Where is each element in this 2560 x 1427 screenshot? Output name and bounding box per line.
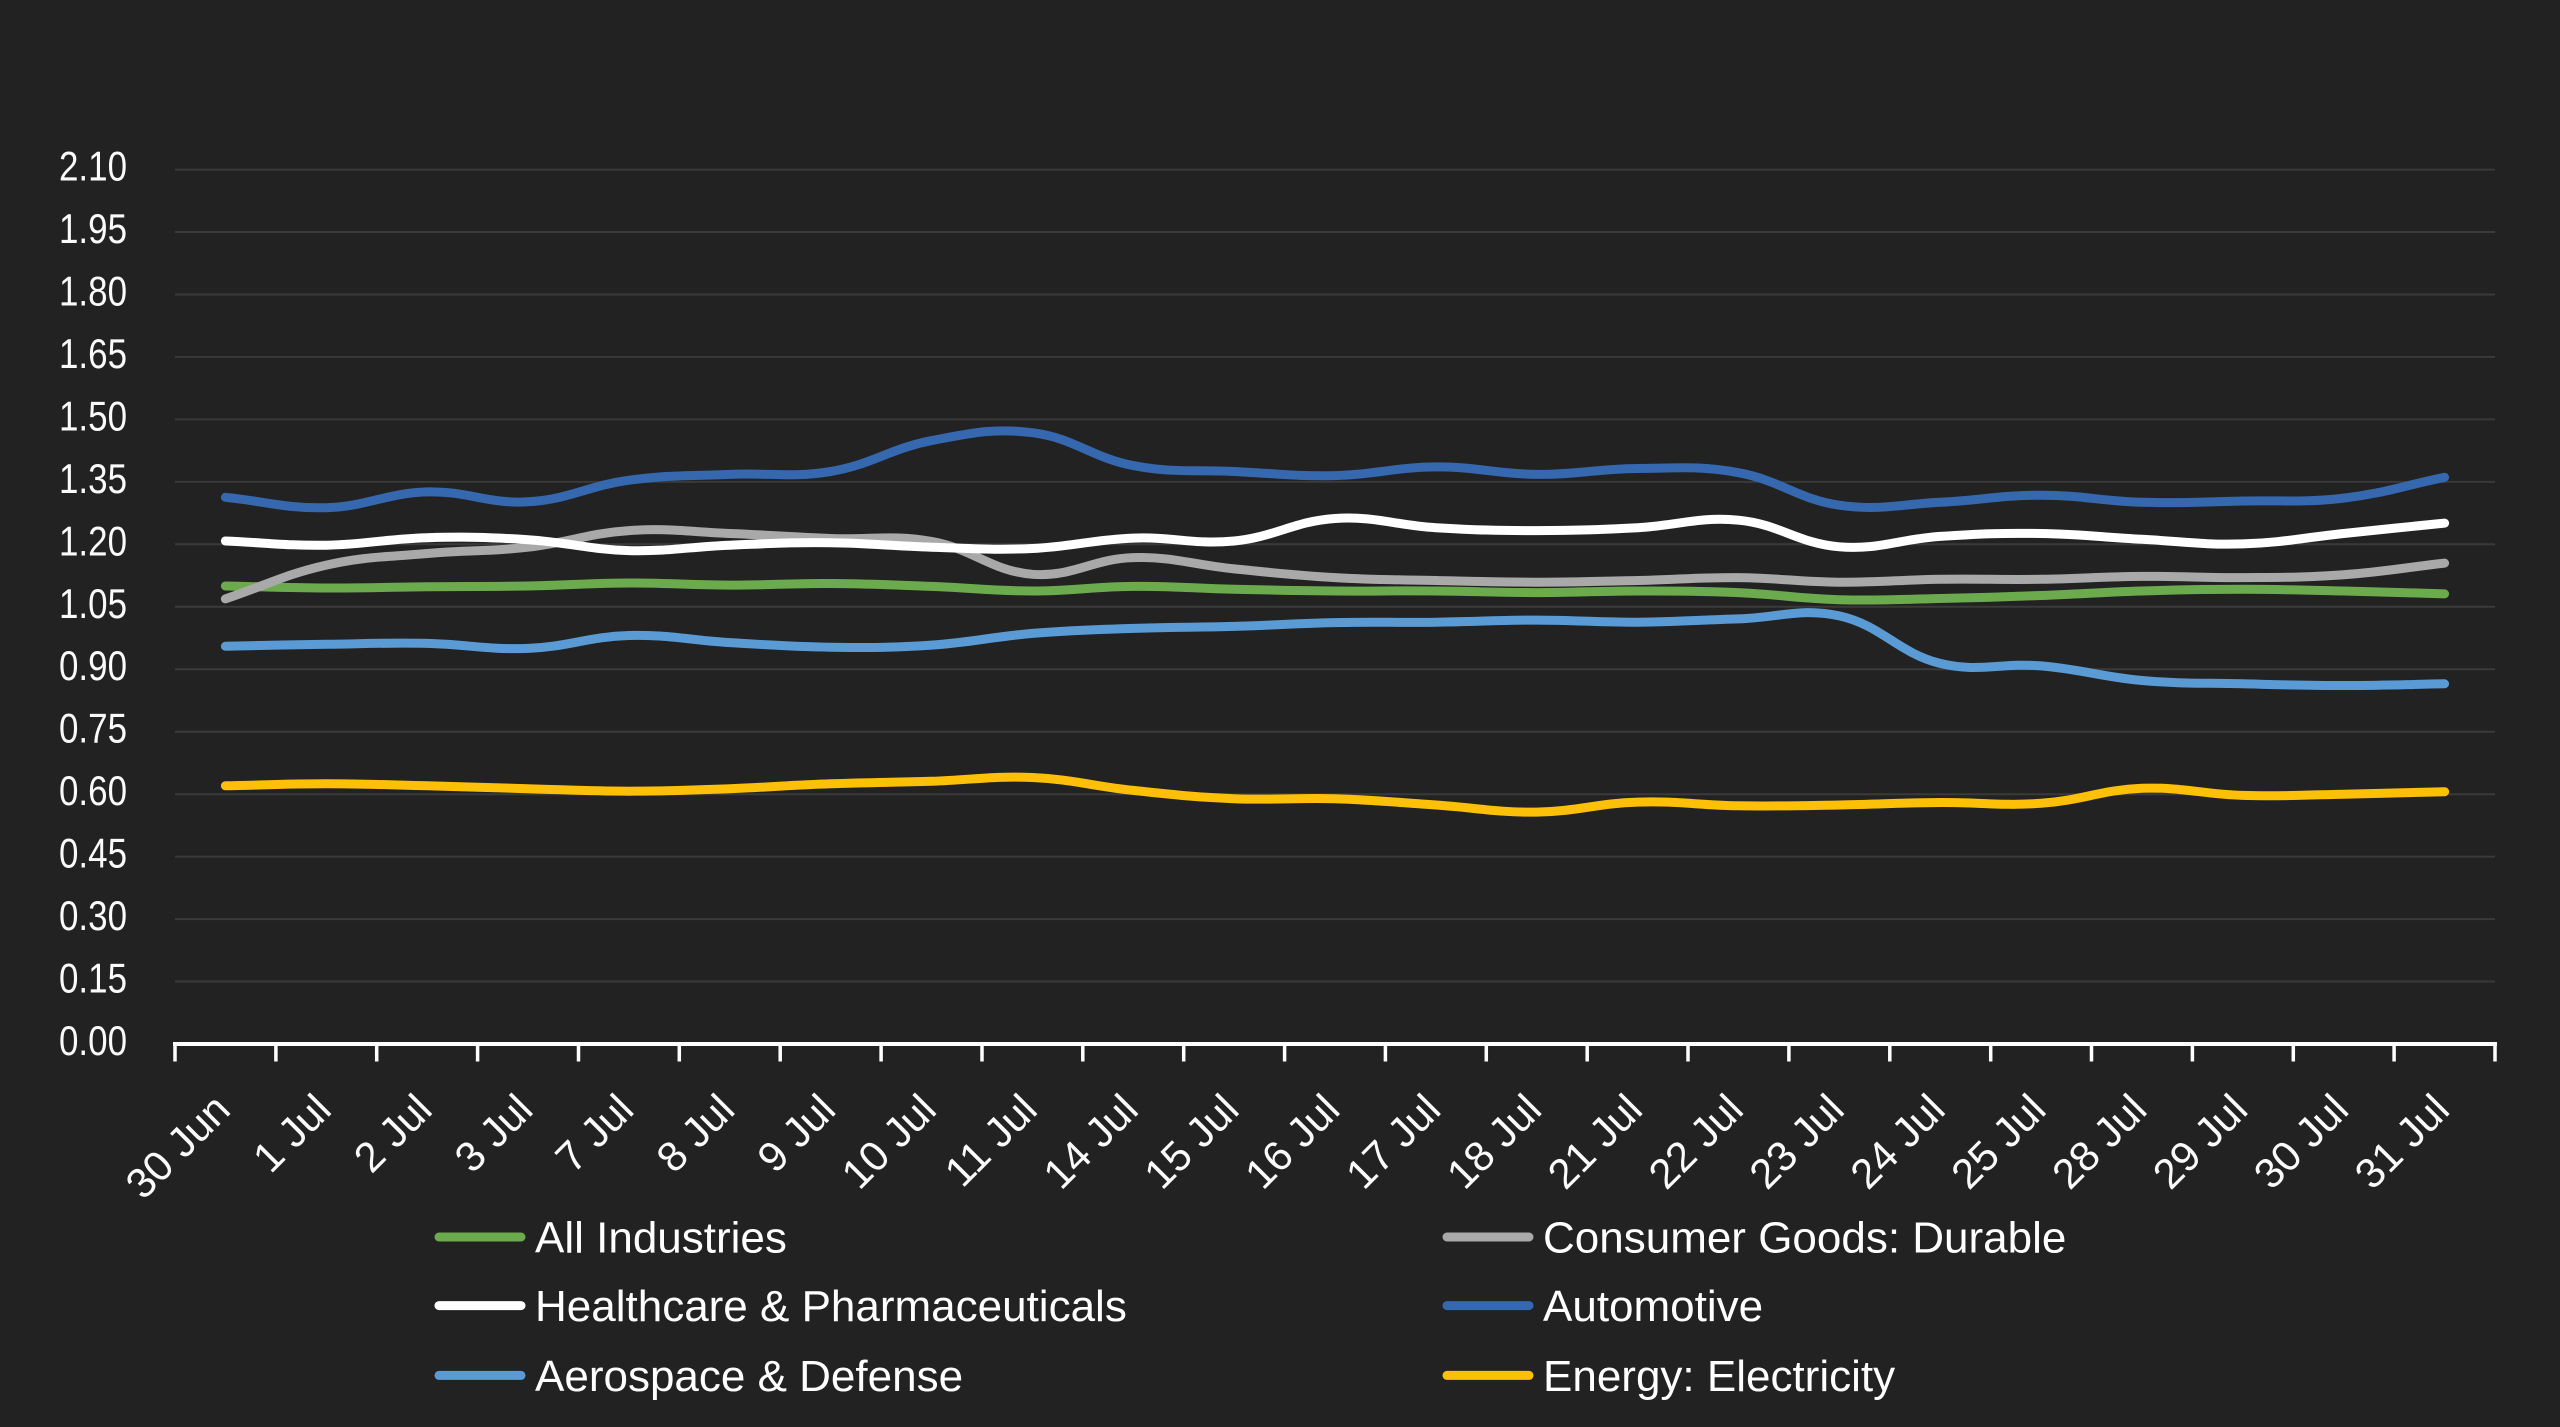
svg-text:0.30: 0.30 [59, 892, 127, 939]
svg-text:0.90: 0.90 [59, 642, 127, 689]
svg-text:1.05: 1.05 [59, 580, 127, 627]
svg-text:0.15: 0.15 [59, 955, 127, 1002]
svg-text:0.75: 0.75 [59, 705, 127, 752]
svg-text:All Industries: All Industries [535, 1214, 787, 1263]
svg-text:Automotive: Automotive [1543, 1282, 1763, 1331]
svg-text:0.45: 0.45 [59, 830, 127, 877]
svg-text:1.95: 1.95 [59, 205, 127, 252]
svg-text:Energy: Electricity: Energy: Electricity [1543, 1352, 1895, 1401]
svg-text:1.50: 1.50 [59, 392, 127, 439]
svg-text:Healthcare & Pharmaceuticals: Healthcare & Pharmaceuticals [535, 1282, 1127, 1331]
svg-text:1.20: 1.20 [59, 517, 127, 564]
svg-text:Aerospace & Defense: Aerospace & Defense [535, 1352, 963, 1401]
svg-text:Consumer Goods: Durable: Consumer Goods: Durable [1543, 1214, 2066, 1263]
svg-text:1.80: 1.80 [59, 268, 127, 315]
svg-text:1.35: 1.35 [59, 455, 127, 502]
svg-text:1.65: 1.65 [59, 330, 127, 377]
svg-text:2.10: 2.10 [59, 143, 127, 190]
svg-text:0.60: 0.60 [59, 767, 127, 814]
svg-text:0.00: 0.00 [59, 1017, 127, 1064]
